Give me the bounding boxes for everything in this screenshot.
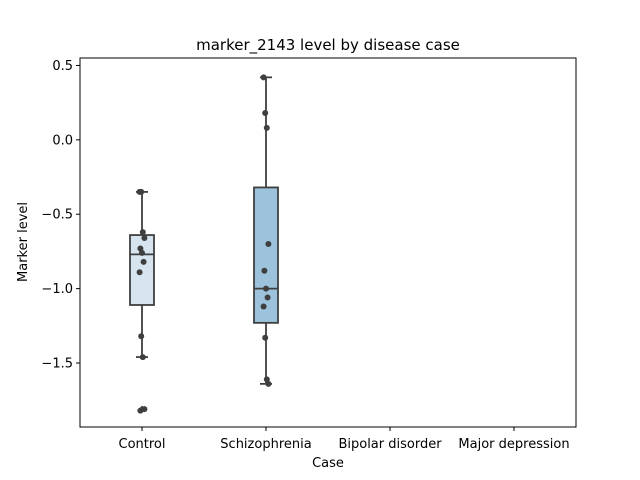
x-tick-label: Schizophrenia (220, 437, 311, 452)
x-axis-label: Case (312, 456, 344, 471)
data-point (260, 303, 267, 310)
data-point (264, 294, 271, 301)
data-point (265, 380, 272, 387)
data-point (139, 249, 145, 256)
y-tick-label: 0.5 (52, 59, 73, 74)
data-point (262, 110, 269, 117)
y-axis: 0.5 0.0 −0.5 −1.0 −1.5 (41, 59, 80, 372)
data-point (138, 333, 145, 340)
plot-area (129, 74, 279, 414)
x-tick-label: Major depression (458, 437, 569, 452)
y-tick-label: −1.0 (41, 282, 73, 297)
chart-title: marker_2143 level by disease case (196, 36, 460, 55)
x-axis: Control Schizophrenia Bipolar disorder Majo… (119, 427, 570, 452)
iqr-box (253, 186, 279, 324)
y-tick-label: −0.5 (41, 208, 73, 223)
data-point (136, 269, 143, 276)
data-point (140, 258, 147, 265)
data-point (141, 235, 148, 242)
x-tick-label: Control (119, 437, 166, 452)
data-point (137, 407, 144, 414)
data-point (139, 229, 146, 236)
data-point (139, 354, 146, 361)
box-group-schizophrenia (253, 74, 279, 387)
data-point (265, 240, 272, 247)
data-point (263, 124, 270, 131)
x-tick-label: Bipolar disorder (338, 437, 442, 452)
data-point (261, 267, 268, 274)
box-group-control (129, 188, 155, 414)
iqr-box (129, 234, 155, 306)
data-point (263, 285, 269, 292)
data-point (260, 74, 267, 81)
y-tick-label: −1.5 (41, 357, 73, 372)
y-axis-label: Marker level (16, 202, 31, 282)
data-point (262, 334, 269, 341)
plot-frame (79, 57, 577, 428)
data-point (138, 188, 145, 195)
y-tick-label: 0.0 (52, 133, 73, 148)
